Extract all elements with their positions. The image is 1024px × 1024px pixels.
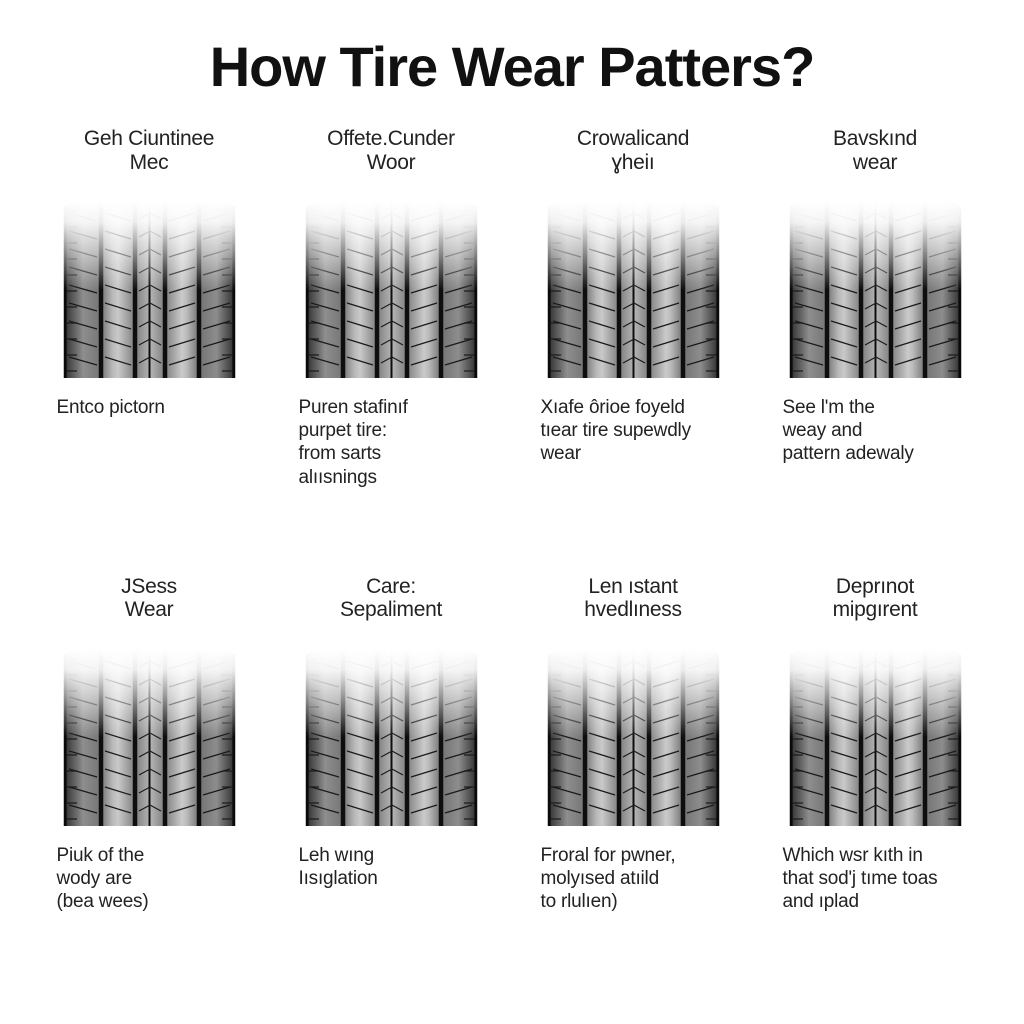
page-title: How Tire Wear Patters? [42,34,982,99]
tire-caption: Leh wıng Iısıglation [299,844,484,890]
tire-caption: Froral for pwner, molyısed atıild to rlu… [541,844,726,914]
tire-cell-7: Deprınot mipgırent Which wsr kıth in that… [768,575,982,995]
tire-label: Geh Ciuntinee Mec [84,127,214,175]
tire-illustration [783,177,968,382]
tire-illustration [57,625,242,830]
tire-label: Crowalicand ɣheiı [577,127,689,175]
infographic-page: How Tire Wear Patters? Geh Ciuntinee Mec… [0,0,1024,1024]
tire-illustration [299,177,484,382]
tire-cell-6: Len ıstant hvedlıness Froral for pwner, m… [526,575,740,995]
tire-illustration [783,625,968,830]
tire-label: Len ıstant hvedlıness [584,575,681,623]
tire-illustration [541,177,726,382]
tire-label: Care: Sepaliment [340,575,442,623]
tire-caption: See l'm the weay and pattern adewaly [783,396,968,466]
tire-grid: Geh Ciuntinee Mec Entco pictorn Offete.Cun… [42,127,982,994]
tire-cell-3: Bavskınd wear See l'm the weay and patter… [768,127,982,547]
tire-label: Offete.Cunder Woor [327,127,455,175]
tire-label: Deprınot mipgırent [833,575,918,623]
tire-caption: Piuk of the wody are (bea wees) [57,844,242,914]
tire-cell-4: JSess Wear Piuk of the wody are (bea wees… [42,575,256,995]
tire-caption: Which wsr kıth in that sod'j tıme toas a… [783,844,968,914]
tire-caption: Puren stafinıf purpet tire: from sarts a… [299,396,484,489]
tire-cell-0: Geh Ciuntinee Mec Entco pictorn [42,127,256,547]
tire-caption: Xıafe ôrioe foyeld tıear tire supewdly w… [541,396,726,466]
tire-caption: Entco pictorn [57,396,242,419]
tire-illustration [57,177,242,382]
tire-label: JSess Wear [121,575,177,623]
tire-label: Bavskınd wear [833,127,917,175]
tire-illustration [541,625,726,830]
tire-cell-2: Crowalicand ɣheiı Xıafe ôrioe foyeld tıea… [526,127,740,547]
tire-illustration [299,625,484,830]
tire-cell-5: Care: Sepaliment Leh wıng Iısıglation [284,575,498,995]
tire-cell-1: Offete.Cunder Woor Puren stafinıf purpet … [284,127,498,547]
